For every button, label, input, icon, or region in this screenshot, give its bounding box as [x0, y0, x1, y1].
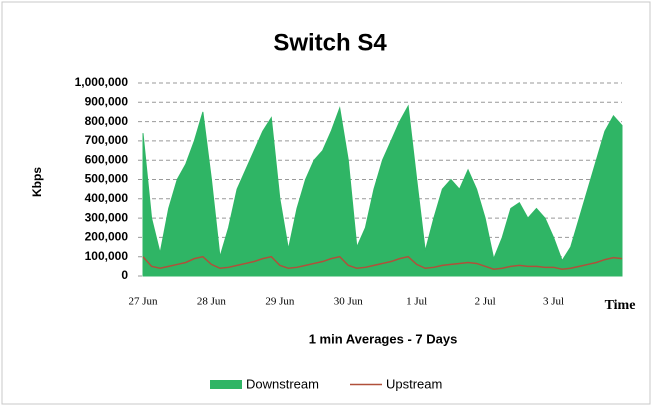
y-tick-label: 1,000,000	[75, 75, 129, 89]
x-end-label: Time	[605, 298, 636, 313]
area	[142, 104, 623, 277]
x-tick-label: 30 Jun	[334, 296, 364, 308]
y-tick-label: 500,000	[85, 172, 129, 186]
y-tick-label: 800,000	[85, 114, 129, 128]
line	[142, 255, 623, 271]
y-tick-label: 200,000	[85, 230, 129, 244]
x-tick-label: 28 Jun	[197, 296, 227, 308]
y-tick-label: 600,000	[85, 152, 129, 166]
y-tick-label: 300,000	[85, 210, 129, 224]
x-tick-label: 27 Jun	[128, 296, 158, 308]
x-tick-label: 2 Jul	[475, 296, 496, 308]
legend-label: Downstream	[246, 376, 319, 391]
chart-title: Switch S4	[273, 29, 387, 56]
x-tick-label: 1 Jul	[406, 296, 427, 308]
legend-swatch	[210, 380, 242, 389]
y-tick-label: 900,000	[85, 94, 129, 108]
x-tick-label: 3 Jul	[543, 296, 564, 308]
y-tick-label: 0	[121, 268, 128, 282]
y-tick-label: 100,000	[85, 249, 129, 263]
x-tick-label: 29 Jun	[265, 296, 295, 308]
y-tick-label: 700,000	[85, 133, 129, 147]
x-axis-label: 1 min Averages - 7 Days	[309, 331, 458, 346]
y-tick-label: 400,000	[85, 191, 129, 205]
y-axis-label: Kbps	[30, 167, 44, 197]
legend-label: Upstream	[386, 376, 442, 391]
